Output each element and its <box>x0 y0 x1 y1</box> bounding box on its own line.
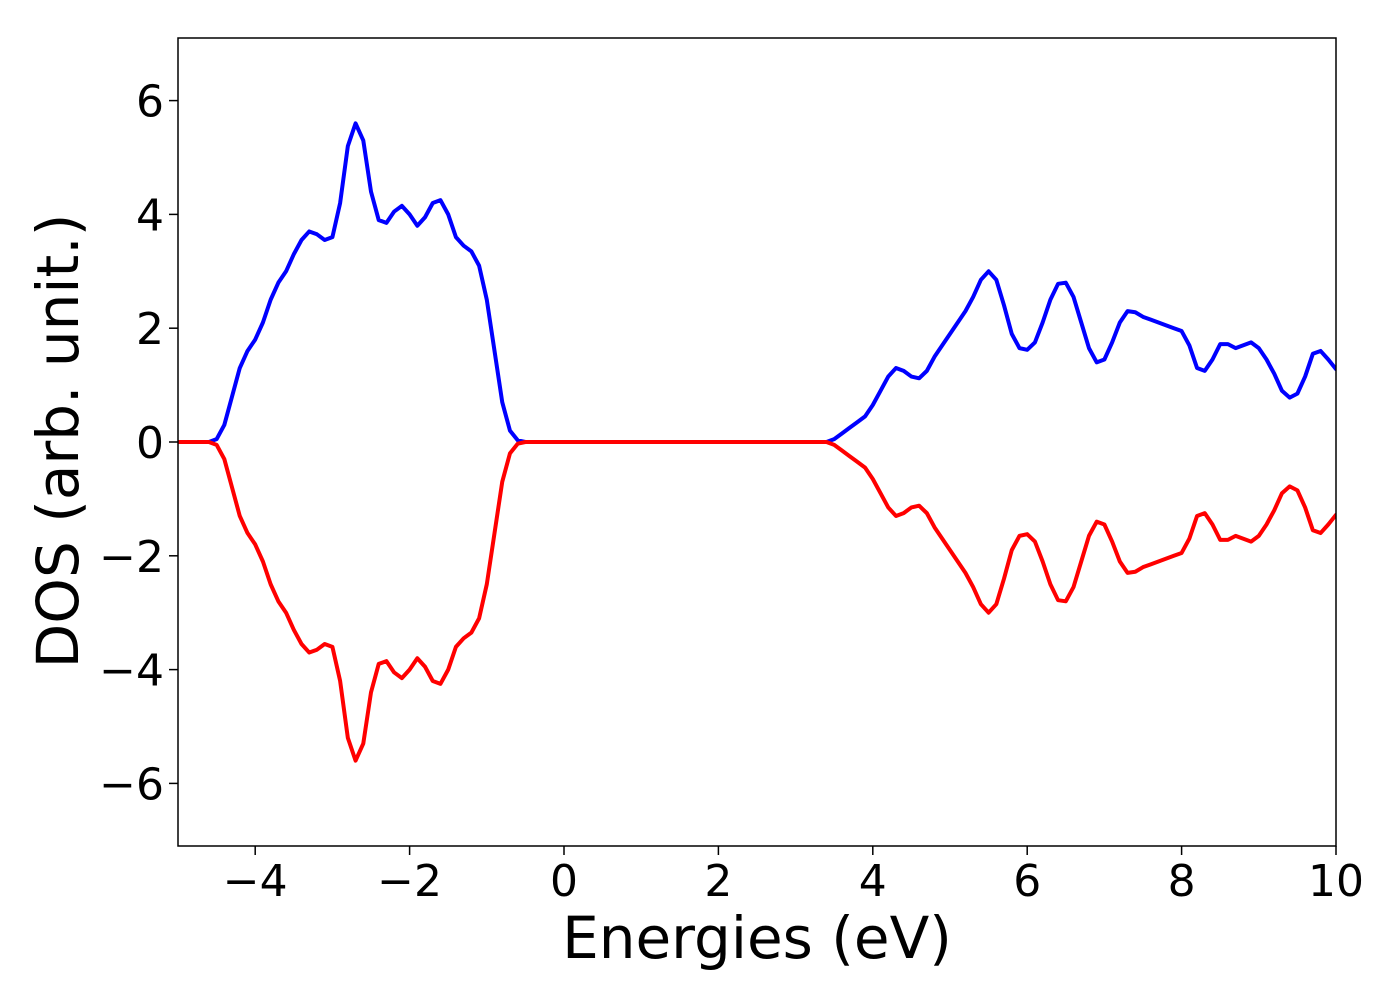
x-tick-label: 2 <box>704 856 732 907</box>
y-tick-label: −6 <box>99 759 164 810</box>
y-tick-label: −4 <box>99 646 164 697</box>
y-tick-label: −2 <box>99 532 164 583</box>
y-tick-label: 2 <box>136 304 164 355</box>
plot-frame <box>177 37 1337 847</box>
x-tick-label: −4 <box>223 856 288 907</box>
y-tick-label: 4 <box>136 190 164 241</box>
x-axis-label: Energies (eV) <box>562 904 952 972</box>
dos-line <box>178 121 1336 444</box>
y-tick-label: 6 <box>136 77 164 128</box>
x-tick-label: 0 <box>550 856 578 907</box>
x-tick-label: 6 <box>1013 856 1041 907</box>
y-tick-label: 0 <box>136 418 164 469</box>
dos-line <box>178 440 1336 763</box>
x-tick-label: −2 <box>377 856 442 907</box>
y-axis-label: DOS (arb. unit.) <box>24 214 92 669</box>
x-tick-label: 4 <box>859 856 887 907</box>
x-tick-label: 8 <box>1168 856 1196 907</box>
x-tick-label: 10 <box>1308 856 1364 907</box>
